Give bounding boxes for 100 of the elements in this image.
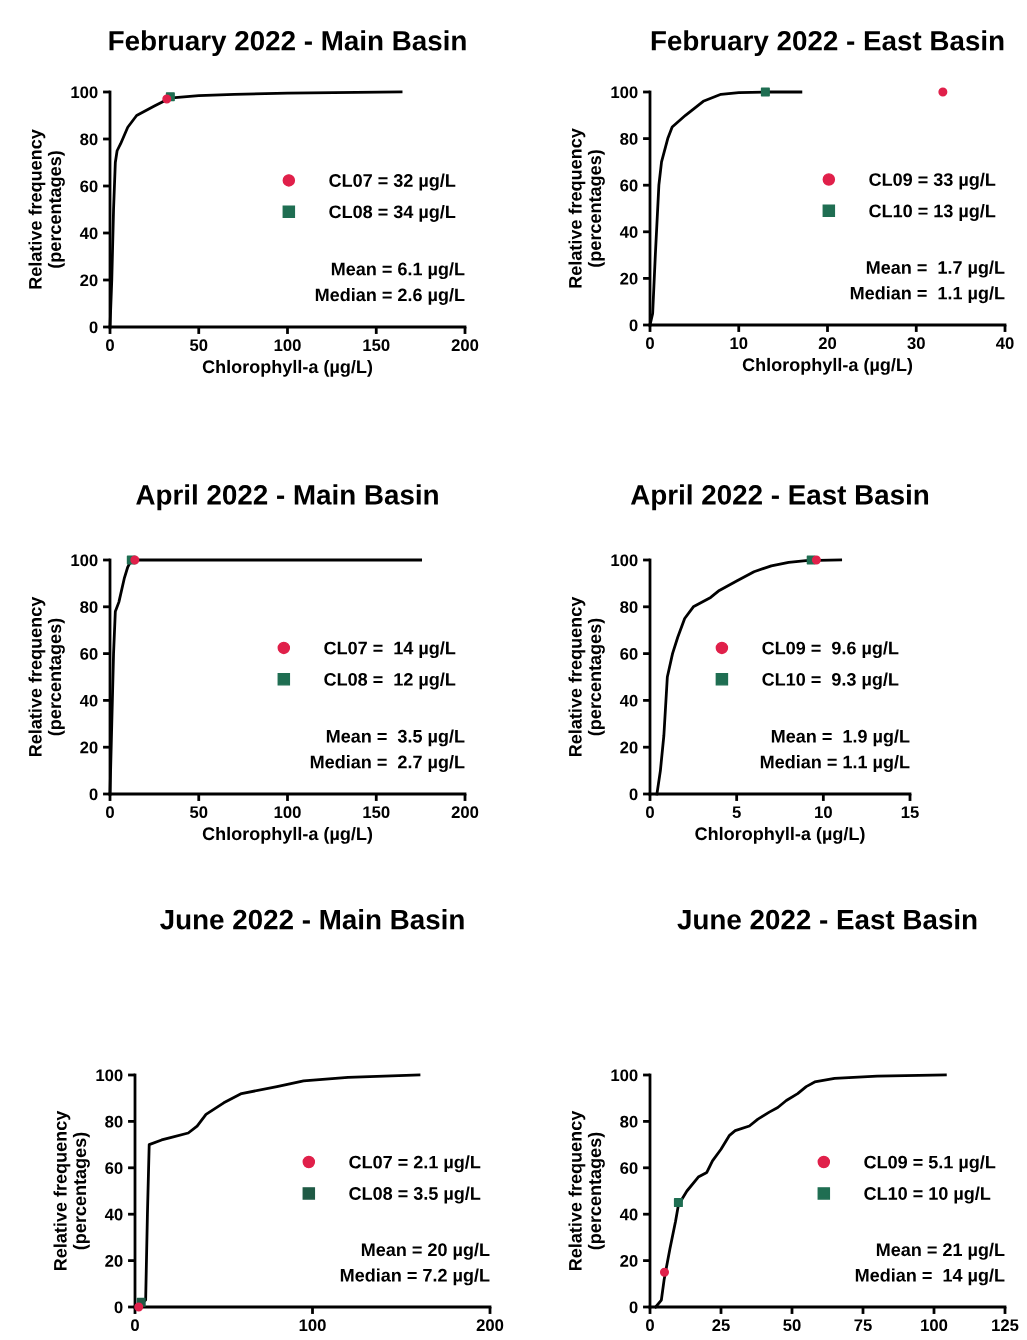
y-tick-label: 60 bbox=[80, 180, 98, 193]
x-axis-title: Chlorophyll-a (µg/L) bbox=[202, 826, 373, 844]
y-tick-label: 80 bbox=[620, 601, 638, 613]
x-tick-label: 200 bbox=[451, 806, 479, 819]
y-tick-label: 80 bbox=[105, 1115, 123, 1128]
chart-title: June 2022 - East Basin bbox=[677, 909, 977, 930]
x-tick-label: 0 bbox=[131, 1319, 139, 1332]
x-tick-label: 0 bbox=[646, 806, 654, 819]
annotation: Median = 14 µg/L bbox=[855, 1268, 1005, 1286]
legend-label: CL09 = 33 µg/L bbox=[869, 172, 996, 190]
y-tick-label: 20 bbox=[620, 272, 638, 285]
x-tick-label: 150 bbox=[363, 806, 390, 819]
x-tick-label: 25 bbox=[712, 1319, 730, 1332]
annotation: Median = 2.6 µg/L bbox=[315, 287, 465, 305]
x-tick-label: 0 bbox=[646, 337, 654, 350]
y-axis-title: Relative frequency (percentages) bbox=[568, 596, 605, 757]
y-tick-label: 0 bbox=[629, 1301, 638, 1314]
y-tick-label: 40 bbox=[619, 694, 638, 707]
chart-title: April 2022 - East Basin bbox=[630, 484, 929, 511]
legend-label: CL08 = 34 µg/L bbox=[329, 204, 456, 222]
annotation: Median = 2.7 µg/L bbox=[310, 755, 465, 773]
y-tick-label: 20 bbox=[620, 741, 638, 754]
x-axis-title: Chlorophyll-a (µg/L) bbox=[742, 357, 913, 375]
y-tick-label: 80 bbox=[620, 1115, 638, 1128]
x-tick-label: 100 bbox=[274, 339, 301, 352]
x-tick-label: 10 bbox=[815, 806, 832, 819]
x-axis-title: Chlorophyll-a (µg/L) bbox=[202, 359, 373, 377]
x-tick-label: 75 bbox=[854, 1319, 872, 1332]
annotation: Mean = 1.9 µg/L bbox=[771, 729, 910, 747]
legend-label: CL07 = 32 µg/L bbox=[329, 173, 456, 191]
y-tick-label: 0 bbox=[89, 321, 98, 334]
annotation: Mean = 1.7 µg/L bbox=[866, 260, 1005, 278]
y-tick-label: 100 bbox=[96, 1069, 123, 1082]
legend-label: CL10 = 9.3 µg/L bbox=[762, 672, 899, 690]
y-tick-label: 100 bbox=[71, 554, 98, 567]
y-axis-title: Relative frequency (percentages) bbox=[568, 1110, 605, 1271]
y-tick-label: 100 bbox=[611, 554, 638, 567]
y-tick-label: 40 bbox=[619, 226, 638, 238]
annotation: Median = 1.1 µg/L bbox=[760, 755, 910, 773]
x-tick-label: 100 bbox=[921, 1319, 948, 1332]
y-tick-label: 40 bbox=[79, 227, 98, 240]
x-tick-label: 200 bbox=[476, 1319, 504, 1332]
legend-label: CL07 = 2.1 µg/L bbox=[349, 1155, 481, 1173]
chart-title: February 2022 - Main Basin bbox=[109, 30, 466, 57]
y-tick-label: 60 bbox=[620, 648, 638, 660]
annotation: Mean = 6.1 µg/L bbox=[331, 262, 465, 280]
y-tick-label: 80 bbox=[620, 133, 638, 145]
x-tick-label: 30 bbox=[907, 337, 925, 350]
y-tick-label: 20 bbox=[105, 1255, 123, 1267]
y-axis-title: Relative frequency (percentages) bbox=[28, 596, 65, 757]
chart-title: February 2022 - East Basin bbox=[651, 30, 1004, 57]
y-tick-label: 0 bbox=[89, 788, 98, 801]
annotation: Mean = 20 µg/L bbox=[361, 1242, 490, 1260]
y-tick-label: 40 bbox=[619, 1208, 638, 1221]
x-tick-label: 10 bbox=[730, 337, 748, 350]
y-tick-label: 60 bbox=[620, 179, 638, 192]
chart-title: June 2022 - Main Basin bbox=[160, 909, 464, 930]
annotation: Median = 7.2 µg/L bbox=[340, 1268, 490, 1286]
y-tick-label: 20 bbox=[80, 741, 98, 754]
x-tick-label: 100 bbox=[274, 806, 301, 819]
y-tick-label: 60 bbox=[620, 1162, 638, 1174]
annotation: Median = 1.1 µg/L bbox=[850, 286, 1005, 304]
annotation: Mean = 21 µg/L bbox=[876, 1242, 1005, 1260]
legend-label: CL07 = 14 µg/L bbox=[324, 641, 456, 659]
legend-label: CL08 = 12 µg/L bbox=[324, 672, 456, 690]
legend-label: CL10 = 13 µg/L bbox=[869, 204, 996, 221]
x-axis-title: Chlorophyll-a (µg/L) bbox=[695, 826, 865, 844]
legend-label: CL08 = 3.5 µg/L bbox=[349, 1186, 481, 1204]
x-tick-label: 5 bbox=[732, 806, 741, 819]
y-tick-label: 80 bbox=[80, 601, 98, 613]
x-tick-label: 200 bbox=[451, 339, 479, 352]
y-axis-title: Relative frequency (percentages) bbox=[28, 129, 65, 289]
y-tick-label: 40 bbox=[104, 1208, 123, 1221]
x-tick-label: 0 bbox=[646, 1319, 654, 1332]
y-tick-label: 100 bbox=[611, 1069, 638, 1082]
y-tick-label: 60 bbox=[80, 648, 98, 660]
x-tick-label: 100 bbox=[299, 1319, 326, 1332]
annotation: Mean = 3.5 µg/L bbox=[326, 729, 465, 747]
y-tick-label: 100 bbox=[611, 86, 638, 99]
y-axis-title: Relative frequency (percentages) bbox=[568, 128, 605, 288]
y-tick-label: 0 bbox=[629, 319, 638, 332]
x-tick-label: 50 bbox=[189, 806, 208, 819]
x-tick-label: 50 bbox=[783, 1319, 801, 1332]
x-tick-label: 15 bbox=[901, 806, 919, 819]
y-tick-label: 0 bbox=[114, 1301, 123, 1314]
chart-title: April 2022 - Main Basin bbox=[136, 484, 438, 511]
x-tick-label: 40 bbox=[995, 337, 1014, 350]
x-tick-label: 20 bbox=[818, 337, 837, 350]
x-tick-label: 150 bbox=[363, 339, 390, 352]
y-tick-label: 20 bbox=[80, 274, 98, 287]
legend-label: CL10 = 10 µg/L bbox=[864, 1186, 991, 1204]
y-tick-label: 80 bbox=[80, 133, 98, 146]
y-tick-label: 40 bbox=[79, 694, 98, 707]
legend-label: CL09 = 5.1 µg/L bbox=[864, 1155, 996, 1173]
x-tick-label: 125 bbox=[992, 1319, 1019, 1332]
x-tick-label: 50 bbox=[189, 339, 208, 352]
legend-label: CL09 = 9.6 µg/L bbox=[762, 641, 899, 659]
y-axis-title: Relative frequency (percentages) bbox=[53, 1110, 90, 1271]
y-tick-label: 100 bbox=[71, 86, 98, 99]
y-tick-label: 60 bbox=[105, 1162, 123, 1174]
